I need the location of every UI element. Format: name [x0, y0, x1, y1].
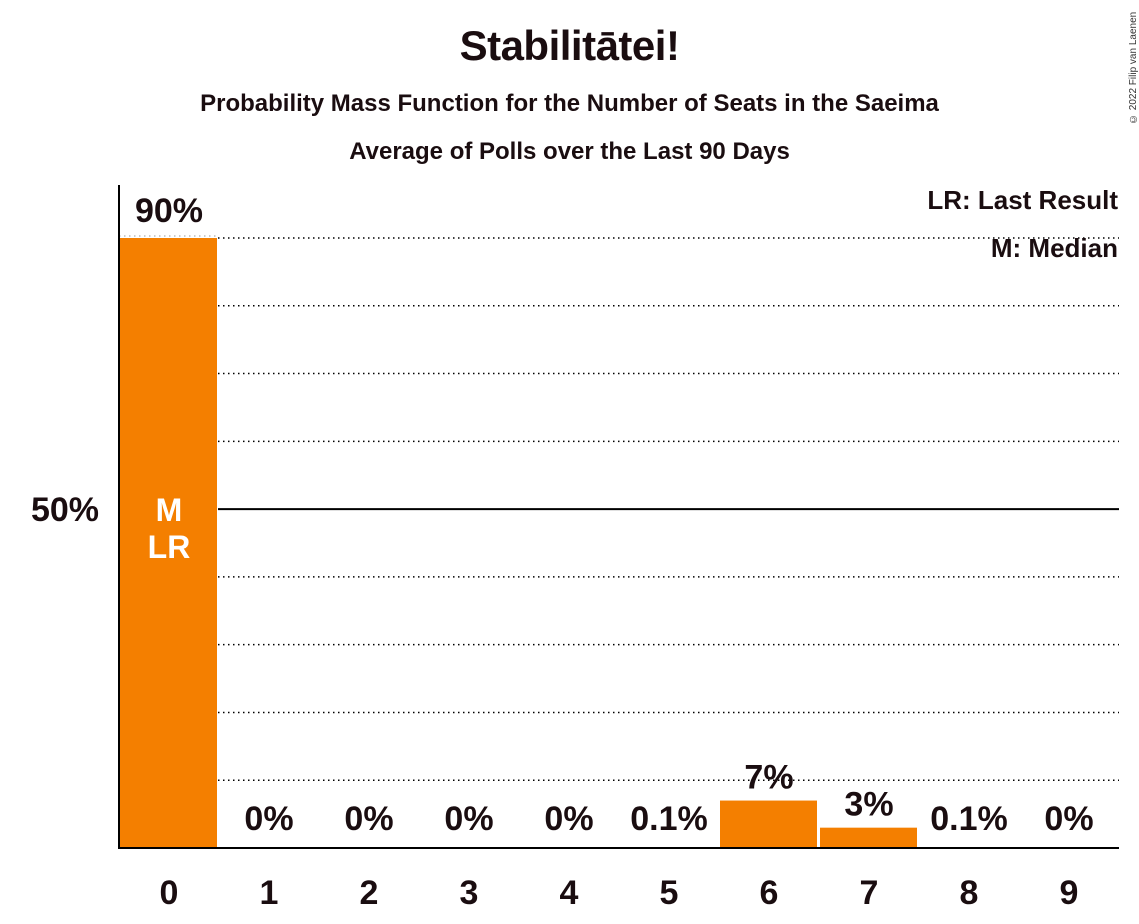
x-tick-8: 8 [960, 874, 979, 912]
x-tick-2: 2 [360, 874, 379, 912]
value-label-5: 0.1% [630, 800, 708, 838]
median-marker: M [156, 492, 183, 528]
value-label-6: 7% [744, 759, 793, 797]
x-tick-3: 3 [460, 874, 479, 912]
value-label-1: 0% [244, 800, 293, 838]
value-label-3: 0% [444, 800, 493, 838]
bar-0 [120, 238, 217, 848]
value-labels: 90% 0% 0% 0% 0% 0.1% 7% 3% 0.1% 0% MLR [135, 192, 1094, 838]
x-tick-1: 1 [260, 874, 279, 912]
value-label-0: 90% [135, 192, 203, 230]
chart-subtitle: Probability Mass Function for the Number… [200, 90, 939, 117]
chart-title: Stabilitātei! [459, 22, 680, 69]
value-label-8: 0.1% [930, 800, 1008, 838]
bars [120, 238, 1017, 848]
gridlines [119, 235, 1119, 781]
x-tick-7: 7 [860, 874, 879, 912]
x-tick-4: 4 [560, 874, 579, 912]
value-label-9: 0% [1044, 800, 1093, 838]
chart-subtitle-period: Average of Polls over the Last 90 Days [349, 138, 790, 165]
x-tick-6: 6 [760, 874, 779, 912]
y-tick-labels: 50% [31, 491, 99, 529]
value-label-4: 0% [544, 800, 593, 838]
bar-7 [820, 827, 917, 848]
legend-last-result: LR: Last Result [927, 185, 1118, 215]
last-result-marker: LR [148, 529, 191, 565]
value-label-7: 3% [844, 786, 893, 824]
value-label-2: 0% [344, 800, 393, 838]
x-tick-labels: 0 1 2 3 4 5 6 7 8 9 [160, 874, 1079, 912]
x-tick-5: 5 [660, 874, 679, 912]
legend-median: M: Median [991, 233, 1118, 263]
bar-6 [720, 800, 817, 848]
x-tick-9: 9 [1060, 874, 1079, 912]
x-tick-0: 0 [160, 874, 179, 912]
y-tick-50: 50% [31, 491, 99, 529]
